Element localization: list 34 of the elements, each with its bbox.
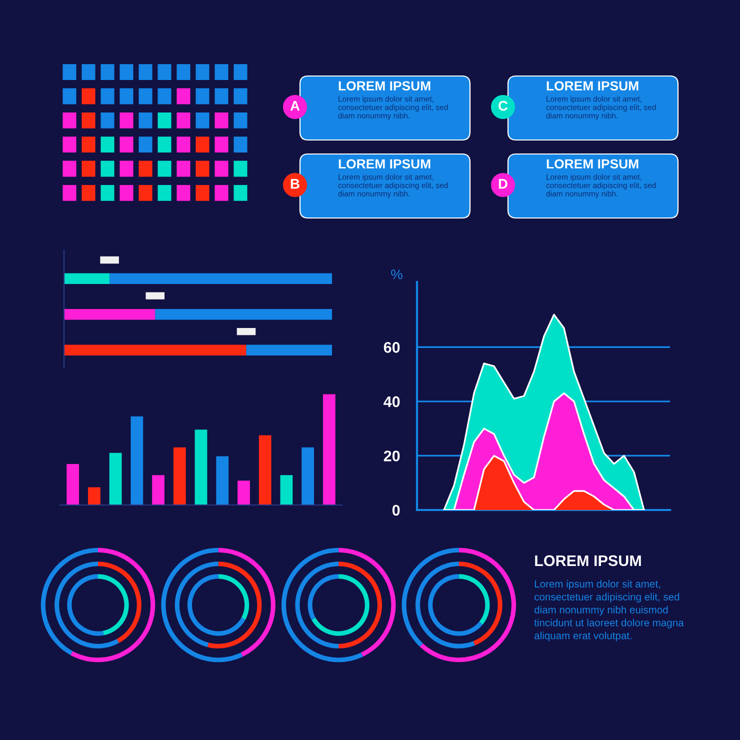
bar: [246, 344, 332, 356]
bar: [238, 480, 250, 505]
y-tick-label: 40: [384, 396, 400, 408]
bar: [173, 447, 186, 505]
bar: [194, 430, 208, 505]
bar: [155, 309, 332, 320]
bar: [64, 344, 246, 356]
text: LOREM IPSUM: [338, 81, 430, 91]
bar: [110, 273, 332, 284]
y-tick-label: 20: [384, 450, 400, 462]
y-tick-label: 0: [392, 504, 400, 516]
bar: [152, 475, 164, 505]
text: Lorem ipsum dolor sit amet, consectetuer adipiscing elit, sed diam nonummy nibh euismod tincidunt ut laoreet dolore magna aliquam erat volutpat.: [534, 580, 684, 642]
bar: [109, 452, 122, 505]
text: LOREM IPSUM: [546, 81, 638, 91]
bar: [64, 273, 110, 284]
bar: [66, 464, 80, 505]
text: D: [498, 179, 508, 189]
text: C: [498, 100, 508, 111]
y-tick-label: 60: [384, 342, 400, 353]
text: A: [290, 101, 300, 111]
text: B: [290, 179, 300, 189]
text: LOREM IPSUM: [546, 159, 638, 169]
bar: [88, 487, 100, 505]
bar: [280, 475, 293, 505]
text: LOREM IPSUM: [338, 159, 430, 169]
text: LOREM IPSUM: [535, 555, 641, 566]
bar: [258, 435, 272, 505]
bar: [302, 447, 314, 505]
bar: [216, 456, 229, 505]
bar: [64, 309, 156, 320]
bar: [322, 394, 336, 505]
bar: [130, 416, 144, 505]
y-axis-title: %: [391, 269, 402, 280]
